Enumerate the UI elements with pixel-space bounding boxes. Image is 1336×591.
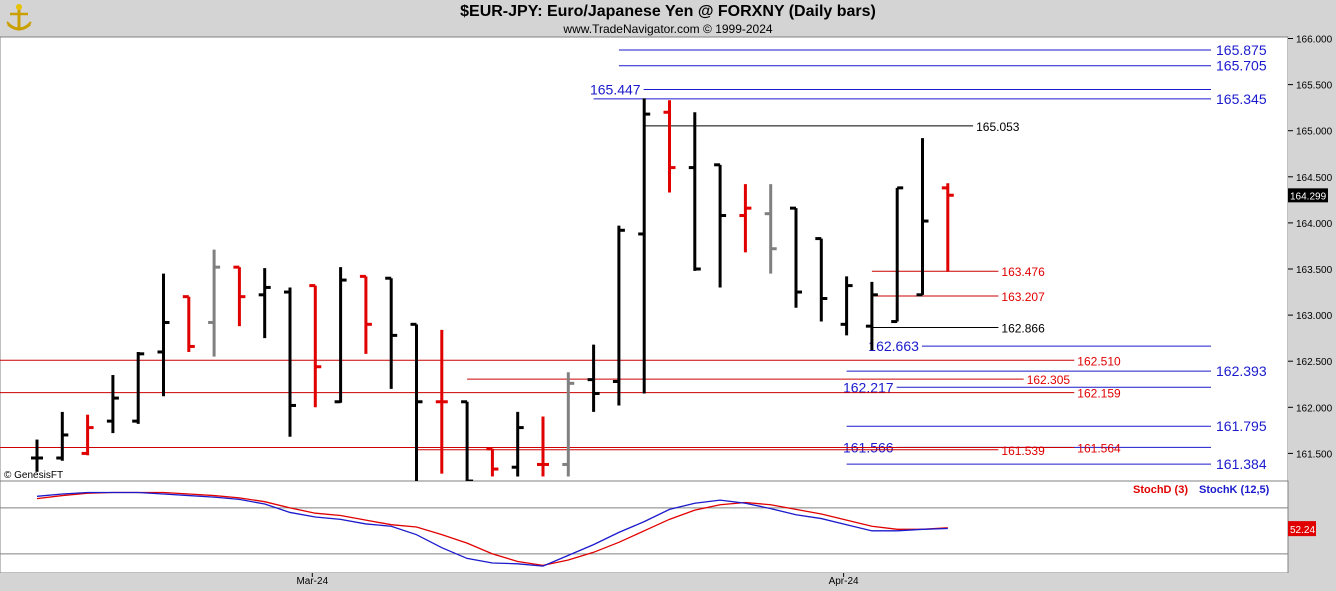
ohlc-bar <box>739 184 752 253</box>
ohlc-bar <box>461 400 474 481</box>
ohlc-bar <box>359 274 372 354</box>
y-tick-label: 165.000 <box>1296 127 1333 138</box>
level-label: 162.866 <box>1001 321 1045 335</box>
legend-stoch-d: StochD (3) <box>1133 484 1188 496</box>
ohlc-bar <box>714 163 727 288</box>
ohlc-bar <box>81 414 94 456</box>
ohlc-bar <box>537 416 549 477</box>
level-label: 165.875 <box>1216 42 1267 58</box>
ohlc-bar <box>385 276 398 389</box>
y-tick-label: 163.500 <box>1296 265 1333 276</box>
ohlc-bar <box>790 206 802 308</box>
ohlc-bar <box>132 351 145 424</box>
ohlc-bar <box>587 344 600 412</box>
chart-title: $EUR-JPY: Euro/Japanese Yen @ FORXNY (Da… <box>460 3 876 20</box>
stoch-d-line <box>36 491 948 566</box>
level-label: 162.663 <box>868 338 919 354</box>
ohlc-bar <box>840 276 853 336</box>
level-label: 165.345 <box>1216 91 1267 107</box>
y-tick-label: 162.000 <box>1296 403 1333 414</box>
stoch-k-line <box>36 491 948 567</box>
watermark: © GenesisFT <box>4 470 63 481</box>
chart-header: $EUR-JPY: Euro/Japanese Yen @ FORXNY (Da… <box>0 0 1336 37</box>
chart-subtitle: www.TradeNavigator.com © 1999-2024 <box>563 22 773 36</box>
ohlc-bar <box>258 268 271 339</box>
ohlc-bar <box>511 411 524 477</box>
level-label: 162.510 <box>1077 354 1121 368</box>
x-tick-label: Mar-24 <box>296 576 328 587</box>
stochastic-layer: StochD (3) StochK (12,5) 52.24 <box>0 484 1316 567</box>
ohlc-bar <box>233 265 246 327</box>
ohlc-bar <box>891 186 904 324</box>
ohlc-bar <box>182 295 195 352</box>
level-label: 165.447 <box>590 81 641 97</box>
y-tick-label: 165.500 <box>1296 81 1333 92</box>
ohlc-bar <box>410 322 423 481</box>
level-label: 161.795 <box>1216 418 1267 434</box>
y-tick-label: 164.500 <box>1296 173 1333 184</box>
ohlc-bar <box>612 225 625 406</box>
ohlc-bar <box>486 447 499 477</box>
legend-stoch-k: StochK (12,5) <box>1199 484 1270 496</box>
level-label: 161.539 <box>1001 444 1045 458</box>
level-label: 163.207 <box>1001 290 1045 304</box>
last-price-box <box>1288 188 1328 203</box>
ohlc-bar <box>916 138 929 297</box>
level-label: 162.305 <box>1027 373 1071 387</box>
stoch-last-value-box <box>1288 521 1316 537</box>
last-price-label: 164.299 <box>1290 191 1327 202</box>
indicator-panel <box>0 480 1289 574</box>
level-label: 161.564 <box>1077 441 1121 455</box>
ohlc-bar <box>31 439 43 472</box>
trade-navigator-logo-icon <box>4 2 34 34</box>
y-tick-label: 166.000 <box>1296 35 1333 46</box>
ohlc-bar <box>663 100 676 193</box>
level-label: 162.159 <box>1077 387 1121 401</box>
ohlc-bar <box>815 237 828 322</box>
ohlc-bar <box>435 329 448 474</box>
y-axis-panel <box>1288 37 1336 481</box>
x-tick-label: Apr-24 <box>829 576 859 587</box>
level-label: 165.705 <box>1216 58 1267 74</box>
stoch-last-value-label: 52.24 <box>1290 525 1315 536</box>
x-axis: Mar-24 Apr-24 <box>296 573 859 587</box>
y-tick-label: 162.500 <box>1296 357 1333 368</box>
y-tick-label: 163.000 <box>1296 311 1333 322</box>
x-axis-panel <box>0 573 1336 591</box>
level-label: 165.053 <box>976 120 1020 134</box>
level-label: 162.393 <box>1216 363 1267 379</box>
y-tick-label: 164.000 <box>1296 219 1333 230</box>
bars-layer <box>31 98 954 481</box>
level-label: 163.476 <box>1001 265 1045 279</box>
y-tick-label: 161.500 <box>1296 449 1333 460</box>
ohlc-bar <box>208 249 221 357</box>
level-label: 162.217 <box>843 379 894 395</box>
level-label: 161.384 <box>1216 456 1267 472</box>
ohlc-bar <box>688 112 701 271</box>
ohlc-bar <box>56 411 69 461</box>
ohlc-bar <box>309 284 322 408</box>
ohlc-bar <box>865 281 878 351</box>
ohlc-bar <box>941 183 954 272</box>
ohlc-bar <box>562 372 575 477</box>
ohlc-bar <box>106 375 119 434</box>
ohlc-bar <box>334 267 347 404</box>
ohlc-bar <box>284 287 296 437</box>
y-axis: 166.000 165.500 165.000 164.500 164.000 163.5… <box>1288 35 1333 460</box>
ohlc-bar <box>638 98 651 394</box>
ohlc-bar <box>157 273 170 397</box>
ohlc-bar <box>764 184 777 274</box>
